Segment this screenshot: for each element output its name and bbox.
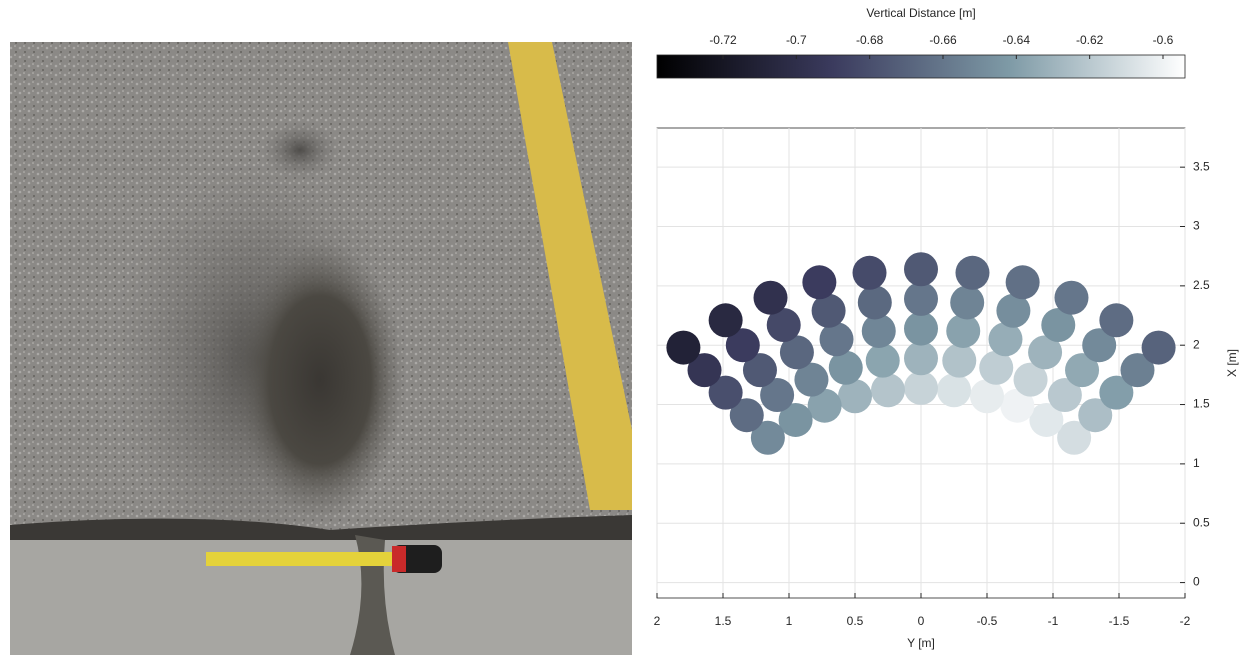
- y-tick-label: 1.5: [1193, 397, 1210, 411]
- point: [871, 373, 905, 407]
- x-axis-label: Y [m]: [907, 636, 935, 650]
- y-tick-label: 0.5: [1193, 515, 1210, 529]
- y-tick-label: 2: [1193, 337, 1200, 351]
- x-tick-label: 1: [786, 614, 793, 628]
- point: [858, 285, 892, 319]
- figure: Vertical Distance [m] Y [m] X [m] -0.72-…: [0, 0, 1246, 655]
- point: [904, 252, 938, 286]
- point: [904, 341, 938, 375]
- y-tick-label: 3.5: [1193, 159, 1210, 173]
- colorbar: [657, 55, 1185, 78]
- y-tick-label: 2.5: [1193, 278, 1210, 292]
- x-tick-label: -1: [1048, 614, 1059, 628]
- colorbar-tick-label: -0.68: [856, 33, 884, 47]
- point: [904, 371, 938, 405]
- x-tick-label: -2: [1180, 614, 1191, 628]
- point: [866, 344, 900, 378]
- point: [988, 322, 1022, 356]
- x-tick-label: 2: [654, 614, 661, 628]
- point: [1006, 265, 1040, 299]
- point: [802, 265, 836, 299]
- point: [754, 281, 788, 315]
- y-axis-label: X [m]: [1225, 349, 1239, 377]
- colorbar-tick-label: -0.66: [929, 33, 957, 47]
- point: [955, 256, 989, 290]
- point: [904, 282, 938, 316]
- point: [1142, 331, 1176, 365]
- y-tick-label: 0: [1193, 575, 1200, 589]
- point: [666, 331, 700, 365]
- y-tick-label: 1: [1193, 456, 1200, 470]
- point: [862, 314, 896, 348]
- x-tick-label: -1.5: [1109, 614, 1130, 628]
- point: [820, 322, 854, 356]
- photo: [10, 42, 632, 655]
- x-tick-label: -0.5: [977, 614, 998, 628]
- point: [946, 314, 980, 348]
- x-tick-label: 1.5: [715, 614, 732, 628]
- colorbar-tick-label: -0.62: [1076, 33, 1104, 47]
- point: [709, 303, 743, 337]
- colorbar-label: Vertical Distance [m]: [866, 6, 975, 20]
- point: [1099, 303, 1133, 337]
- y-tick-label: 3: [1193, 219, 1200, 233]
- point: [853, 256, 887, 290]
- point: [942, 344, 976, 378]
- point: [937, 373, 971, 407]
- colorbar-tick-label: -0.72: [709, 33, 737, 47]
- point: [904, 312, 938, 346]
- point: [1054, 281, 1088, 315]
- colorbar-tick-label: -0.6: [1153, 33, 1174, 47]
- x-tick-label: 0.5: [847, 614, 864, 628]
- point: [950, 285, 984, 319]
- colorbar-tick-label: -0.64: [1003, 33, 1031, 47]
- colorbar-tick-label: -0.7: [786, 33, 807, 47]
- x-tick-label: 0: [918, 614, 925, 628]
